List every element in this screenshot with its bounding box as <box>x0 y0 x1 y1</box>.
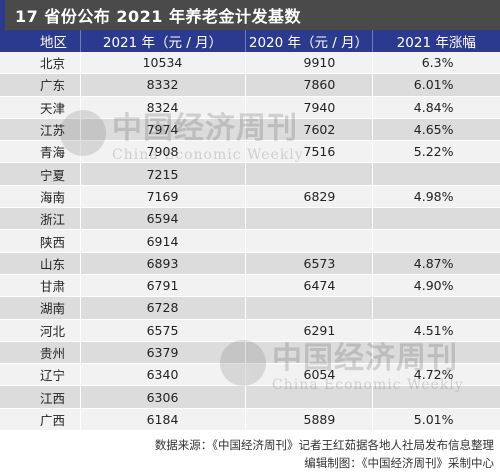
cell-growth: 5.01% <box>372 408 500 432</box>
cell-2020: 7602 <box>245 118 373 142</box>
cell-2021: 7169 <box>80 185 246 209</box>
cell-2021: 6791 <box>80 274 246 298</box>
cell-2020: 5889 <box>245 408 373 432</box>
page-title: 17 省份公布 2021 年养老金计发基数 <box>15 7 302 26</box>
cell-growth: 4.51% <box>372 319 500 342</box>
table-row: 江西 6306 <box>0 385 500 409</box>
cell-2020 <box>245 296 373 320</box>
cell-2020: 6573 <box>245 252 373 275</box>
cell-2020: 6829 <box>245 185 373 209</box>
title-bar: 17 省份公布 2021 年养老金计发基数 <box>0 0 500 30</box>
cell-2021: 6594 <box>80 207 246 231</box>
cell-2021: 8324 <box>80 96 246 119</box>
cell-2021: 6728 <box>80 296 246 320</box>
cell-region: 海南 <box>0 185 81 209</box>
cell-region: 贵州 <box>0 341 81 365</box>
title-accent <box>0 0 5 30</box>
cell-2020: 7516 <box>245 140 373 164</box>
cell-2021: 6379 <box>80 341 246 365</box>
cell-2020 <box>245 385 373 409</box>
header-row: 地区 2021 年（元 / 月） 2020 年（元 / 月） 2021 年涨幅 <box>0 30 500 52</box>
cell-2020 <box>245 229 373 253</box>
table-row: 天津 8324 7940 4.84% <box>0 96 500 119</box>
table-row: 浙江 6594 <box>0 207 500 231</box>
cell-growth: 6.01% <box>372 73 500 97</box>
cell-2021: 6914 <box>80 229 246 253</box>
cell-growth: 4.90% <box>372 274 500 298</box>
footer-source: 数据来源：《中国经济周刊》记者王红茹据各地人社局发布信息整理 <box>154 438 494 452</box>
cell-2020: 6474 <box>245 274 373 298</box>
cell-region: 山东 <box>0 252 81 275</box>
cell-region: 江苏 <box>0 118 81 142</box>
cell-region: 宁夏 <box>0 162 81 186</box>
cell-growth <box>372 162 500 186</box>
cell-region: 湖南 <box>0 296 81 320</box>
cell-2021: 7974 <box>80 118 246 142</box>
cell-2021: 7908 <box>80 140 246 164</box>
cell-region: 辽宁 <box>0 363 81 387</box>
table-row: 辽宁 6340 6054 4.72% <box>0 363 500 387</box>
cell-2021: 6306 <box>80 385 246 409</box>
table-row: 贵州 6379 <box>0 341 500 365</box>
table-row: 甘肃 6791 6474 4.90% <box>0 274 500 298</box>
table-row: 河北 6575 6291 4.51% <box>0 319 500 342</box>
table-row: 陕西 6914 <box>0 229 500 253</box>
cell-region: 河北 <box>0 319 81 342</box>
cell-growth: 4.65% <box>372 118 500 142</box>
cell-region: 北京 <box>0 52 81 75</box>
cell-growth: 5.22% <box>372 140 500 164</box>
cell-growth <box>372 207 500 231</box>
cell-2021: 8332 <box>80 73 246 97</box>
cell-growth: 4.72% <box>372 363 500 387</box>
cell-2021: 6575 <box>80 319 246 342</box>
cell-2020 <box>245 341 373 365</box>
cell-growth: 4.98% <box>372 185 500 209</box>
table-body: 北京 10534 9910 6.3% 广东 8332 7860 6.01% 天津 8324 7940… <box>0 52 500 432</box>
header-2020: 2020 年（元 / 月） <box>245 30 373 52</box>
pension-table: 地区 2021 年（元 / 月） 2020 年（元 / 月） 2021 年涨幅 … <box>0 30 500 432</box>
header-2021: 2021 年（元 / 月） <box>80 30 246 52</box>
cell-growth <box>372 385 500 409</box>
cell-growth <box>372 229 500 253</box>
cell-region: 天津 <box>0 96 81 119</box>
table-row: 山东 6893 6573 4.87% <box>0 252 500 275</box>
cell-2021: 10534 <box>80 52 246 75</box>
table-row: 湖南 6728 <box>0 296 500 320</box>
table-container: 地区 2021 年（元 / 月） 2020 年（元 / 月） 2021 年涨幅 … <box>0 30 500 432</box>
cell-2021: 6184 <box>80 408 246 432</box>
cell-region: 陕西 <box>0 229 81 253</box>
cell-region: 青海 <box>0 140 81 164</box>
table-row: 江苏 7974 7602 4.65% <box>0 118 500 142</box>
header-region: 地区 <box>0 30 81 52</box>
cell-2021: 6340 <box>80 363 246 387</box>
cell-2021: 6893 <box>80 252 246 275</box>
footer-credit: 编辑制图：《中国经济周刊》采制中心 <box>304 456 494 470</box>
cell-2020: 7860 <box>245 73 373 97</box>
cell-2021: 7215 <box>80 162 246 186</box>
cell-growth: 6.3% <box>372 52 500 75</box>
cell-2020: 9910 <box>245 52 373 75</box>
cell-2020: 6291 <box>245 319 373 342</box>
cell-growth: 4.87% <box>372 252 500 275</box>
cell-region: 甘肃 <box>0 274 81 298</box>
table-row: 广西 6184 5889 5.01% <box>0 408 500 432</box>
cell-region: 广西 <box>0 408 81 432</box>
header-growth: 2021 年涨幅 <box>372 30 500 52</box>
cell-growth: 4.84% <box>372 96 500 119</box>
cell-growth <box>372 296 500 320</box>
table-row: 宁夏 7215 <box>0 162 500 186</box>
cell-2020 <box>245 162 373 186</box>
table-row: 广东 8332 7860 6.01% <box>0 73 500 97</box>
cell-2020: 7940 <box>245 96 373 119</box>
footer: 数据来源：《中国经济周刊》记者王红茹据各地人社局发布信息整理 编辑制图：《中国经… <box>155 436 494 472</box>
cell-2020: 6054 <box>245 363 373 387</box>
cell-region: 江西 <box>0 385 81 409</box>
table-row: 青海 7908 7516 5.22% <box>0 140 500 164</box>
cell-2020 <box>245 207 373 231</box>
cell-growth <box>372 341 500 365</box>
table-row: 海南 7169 6829 4.98% <box>0 185 500 209</box>
cell-region: 广东 <box>0 73 81 97</box>
cell-region: 浙江 <box>0 207 81 231</box>
table-row: 北京 10534 9910 6.3% <box>0 52 500 75</box>
